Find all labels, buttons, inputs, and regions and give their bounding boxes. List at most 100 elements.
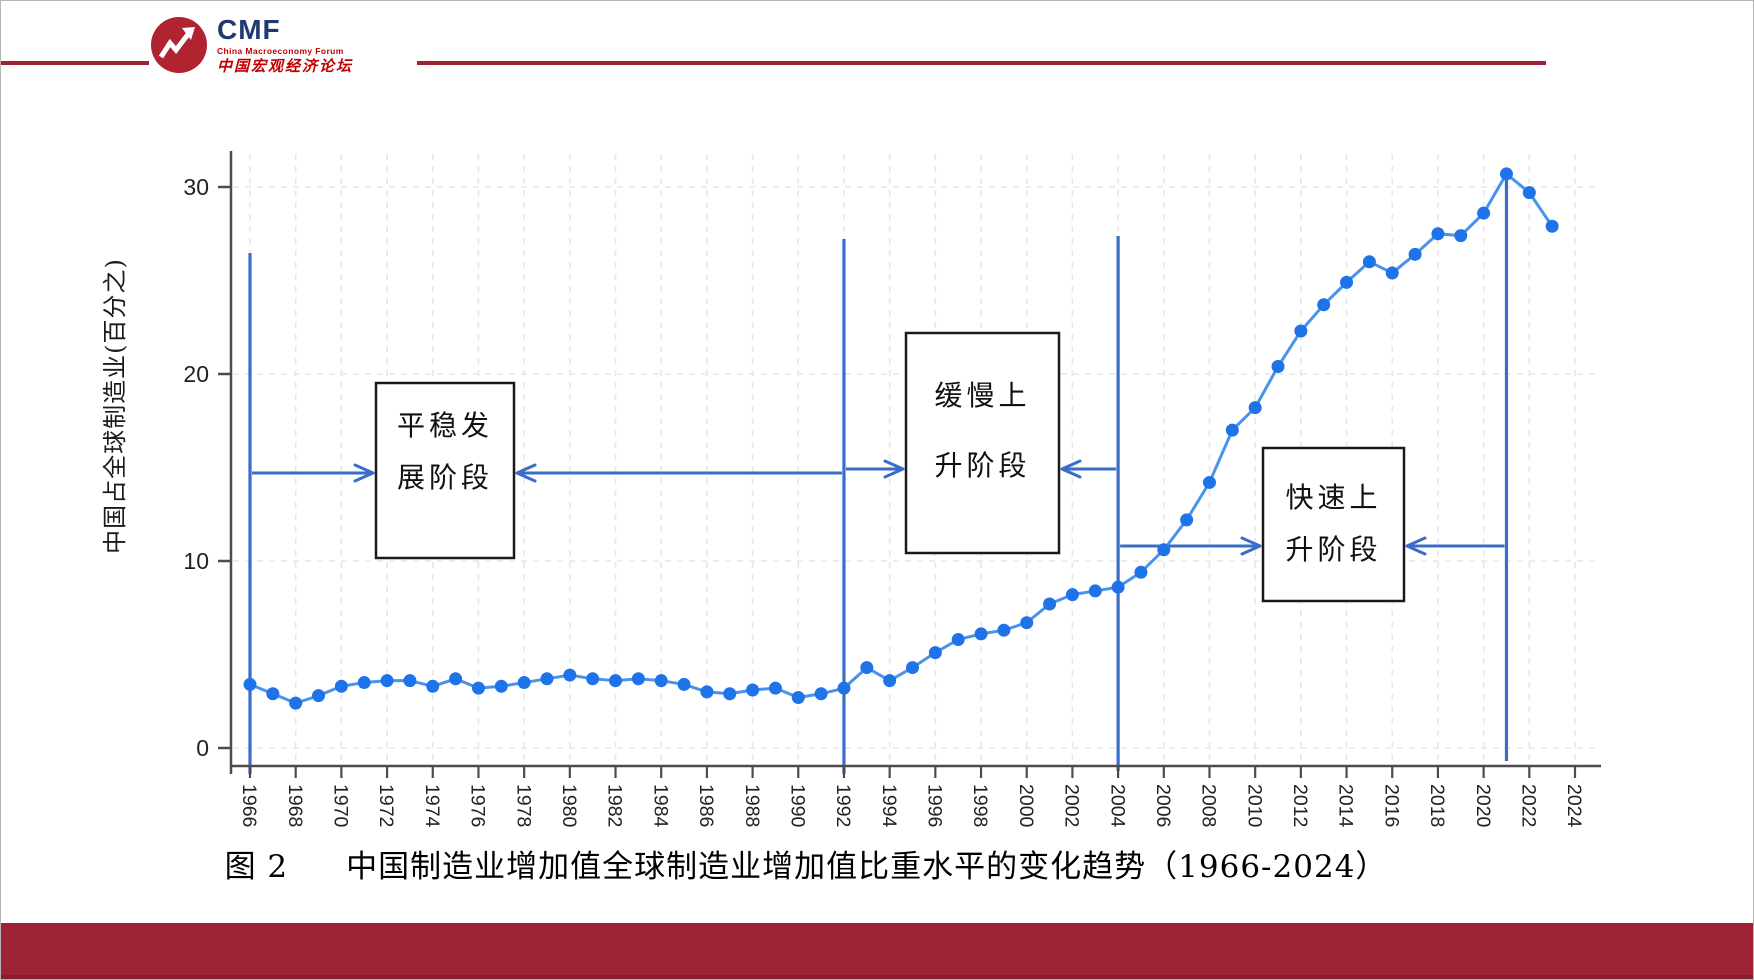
data-point-1979 — [540, 672, 554, 686]
arrowhead-icon — [1405, 536, 1427, 556]
stage-label-text: 快速上 — [1285, 481, 1381, 514]
logo-arrowhead-icon — [182, 27, 195, 40]
data-point-2020 — [1477, 206, 1491, 220]
data-point-2002 — [1065, 588, 1079, 602]
stage-label-text: 升阶段 — [1285, 533, 1381, 566]
data-point-2023 — [1545, 219, 1559, 233]
stage-label-text: 缓慢上 — [934, 379, 1030, 412]
y-tick-label: 10 — [183, 548, 209, 574]
x-tick-label: 2010 — [1243, 784, 1265, 828]
stage-label-box — [904, 331, 1061, 555]
data-point-2012 — [1294, 324, 1308, 338]
data-point-1987 — [723, 687, 737, 701]
x-tick-label: 2006 — [1152, 784, 1174, 827]
data-point-2015 — [1362, 255, 1376, 269]
y-tick-label: 30 — [183, 174, 209, 200]
data-point-1980 — [563, 668, 577, 682]
data-point-1967 — [266, 687, 280, 701]
x-tick-label: 1990 — [786, 784, 808, 828]
arrowhead-icon — [883, 459, 905, 479]
x-tick-label: 2022 — [1517, 784, 1539, 827]
logo-acronym: CMF — [217, 14, 281, 46]
x-tick-label: 2016 — [1380, 784, 1402, 827]
x-tick-label: 1992 — [832, 784, 854, 827]
data-point-1970 — [334, 679, 348, 693]
x-tick-label: 1998 — [969, 784, 991, 827]
footer-bar — [1, 923, 1753, 979]
x-tick-label: 2020 — [1472, 784, 1494, 828]
arrowhead-icon — [515, 463, 537, 483]
figure-caption-number: 图 2 — [224, 849, 289, 885]
data-point-2022 — [1522, 186, 1536, 200]
data-point-1989 — [768, 681, 782, 695]
arrowhead-icon — [1060, 459, 1082, 479]
data-point-1992 — [837, 681, 851, 695]
x-tick-label: 1976 — [467, 784, 489, 827]
data-point-2003 — [1088, 584, 1102, 598]
data-point-2004 — [1111, 580, 1125, 594]
data-point-1995 — [906, 661, 919, 675]
data-point-1998 — [974, 627, 988, 641]
data-point-2014 — [1340, 275, 1354, 289]
x-tick-label: 2018 — [1426, 784, 1448, 827]
x-tick-label: 2002 — [1061, 784, 1083, 827]
data-point-2010 — [1248, 401, 1262, 415]
data-point-1971 — [357, 676, 371, 690]
data-point-1982 — [609, 674, 623, 688]
data-point-1974 — [426, 679, 440, 693]
y-tick-label: 20 — [183, 361, 209, 387]
x-tick-label: 1978 — [512, 784, 534, 827]
logo-trend-line-icon — [158, 31, 191, 59]
x-tick-label: 1986 — [695, 784, 717, 827]
data-point-1997 — [951, 633, 965, 647]
data-point-2009 — [1225, 423, 1239, 437]
x-tick-label: 1980 — [558, 784, 580, 828]
data-point-1968 — [289, 696, 303, 710]
data-point-1973 — [403, 674, 417, 688]
x-tick-label: 1968 — [284, 784, 306, 827]
data-point-1991 — [814, 687, 828, 701]
x-tick-label: 1994 — [878, 784, 900, 828]
data-point-1986 — [700, 685, 714, 699]
x-tick-label: 2008 — [1198, 784, 1220, 827]
x-tick-label: 1966 — [238, 784, 260, 827]
data-point-1996 — [928, 646, 942, 660]
axes: 0 10 20 30 1966 1968 1970 1972 1974 1976 1978 1980 1… — [101, 151, 1601, 828]
x-tick-label: 1984 — [649, 784, 671, 828]
x-tick-label: 2004 — [1106, 784, 1128, 828]
data-point-1983 — [631, 672, 645, 686]
data-point-2013 — [1317, 298, 1331, 312]
x-tick-label: 2000 — [1015, 784, 1037, 828]
data-point-1978 — [517, 676, 531, 690]
data-point-1985 — [677, 677, 691, 691]
x-tick-label: 1972 — [375, 784, 397, 827]
cmf-logo: CMF China Macroeconomy Forum 中国宏观经济论坛 — [149, 9, 417, 81]
figure-caption-text: 中国制造业增加值全球制造业增加值比重水平的变化趋势（1966-2024） — [346, 849, 1388, 885]
data-point-1972 — [380, 674, 394, 688]
stage-label-text: 升阶段 — [934, 449, 1030, 482]
logo-text: CMF China Macroeconomy Forum 中国宏观经济论坛 — [217, 16, 353, 74]
figure-caption: 图 2 中国制造业增加值全球制造业增加值比重水平的变化趋势（1966-2024） — [51, 841, 1561, 886]
x-tick-label: 1970 — [330, 784, 352, 828]
data-point-2017 — [1408, 247, 1422, 261]
arrowhead-icon — [1240, 536, 1262, 556]
stage-label-text: 展阶段 — [397, 461, 493, 494]
data-point-1999 — [997, 623, 1011, 637]
x-tick-label: 2024 — [1563, 784, 1585, 828]
stage-label-text: 平稳发 — [397, 409, 493, 442]
x-tick-label: 1982 — [604, 784, 626, 827]
logo-subtitle-en: China Macroeconomy Forum — [217, 46, 344, 57]
data-point-2007 — [1180, 513, 1194, 527]
data-point-1994 — [883, 674, 897, 688]
data-point-1984 — [654, 674, 668, 688]
x-tick-label: 2014 — [1335, 784, 1357, 828]
stage-label-box — [1261, 446, 1406, 603]
arrowhead-icon — [353, 463, 375, 483]
data-series — [243, 167, 1559, 710]
data-point-1988 — [746, 683, 760, 697]
data-point-2021 — [1499, 167, 1513, 181]
data-point-2011 — [1271, 360, 1285, 374]
